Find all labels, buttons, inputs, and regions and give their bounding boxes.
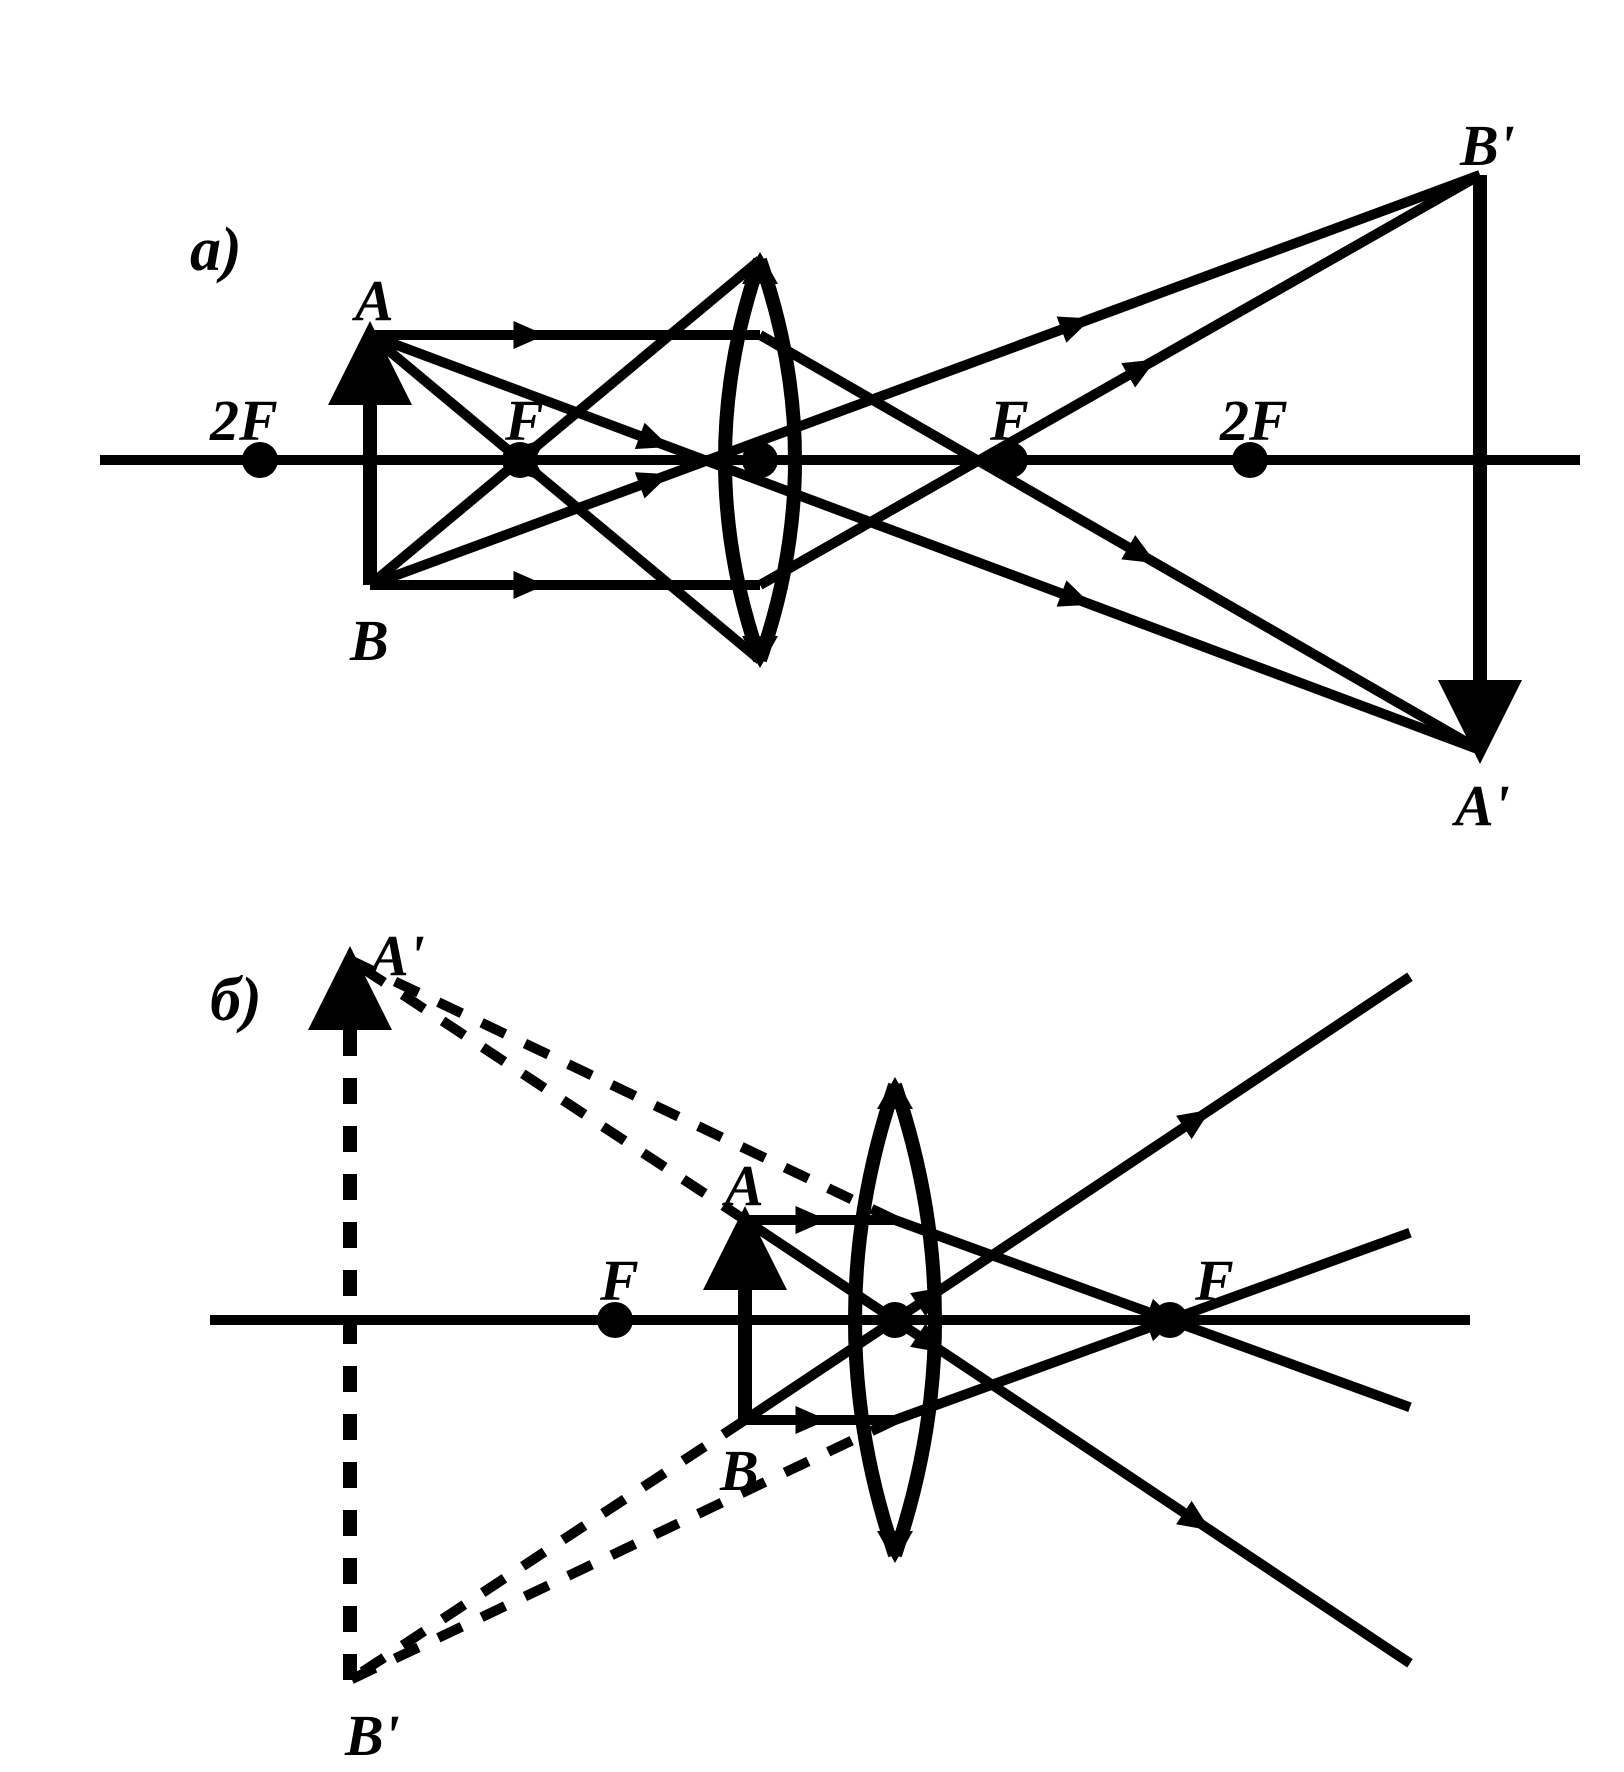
svg-text:2F: 2F: [1219, 388, 1288, 453]
svg-text:A: A: [352, 268, 394, 333]
svg-text:2F: 2F: [209, 388, 278, 453]
optics-svg: а) A B F F 2F 2F A' B' б) A B F F A' B': [0, 0, 1624, 1772]
svg-text:A: A: [722, 1153, 764, 1218]
svg-text:F: F: [989, 388, 1029, 453]
svg-text:F: F: [599, 1248, 639, 1313]
svg-text:а): а): [190, 216, 242, 284]
svg-text:B': B': [1459, 113, 1515, 178]
svg-text:A': A': [1452, 773, 1510, 838]
svg-text:B: B: [349, 608, 389, 673]
svg-text:б): б): [210, 966, 262, 1034]
svg-text:F: F: [504, 388, 544, 453]
diagram-canvas: а) A B F F 2F 2F A' B' б) A B F F A' B': [0, 0, 1624, 1772]
svg-text:A': A': [367, 923, 425, 988]
svg-text:B': B': [344, 1703, 400, 1768]
svg-text:B: B: [719, 1438, 759, 1503]
svg-text:F: F: [1194, 1248, 1234, 1313]
